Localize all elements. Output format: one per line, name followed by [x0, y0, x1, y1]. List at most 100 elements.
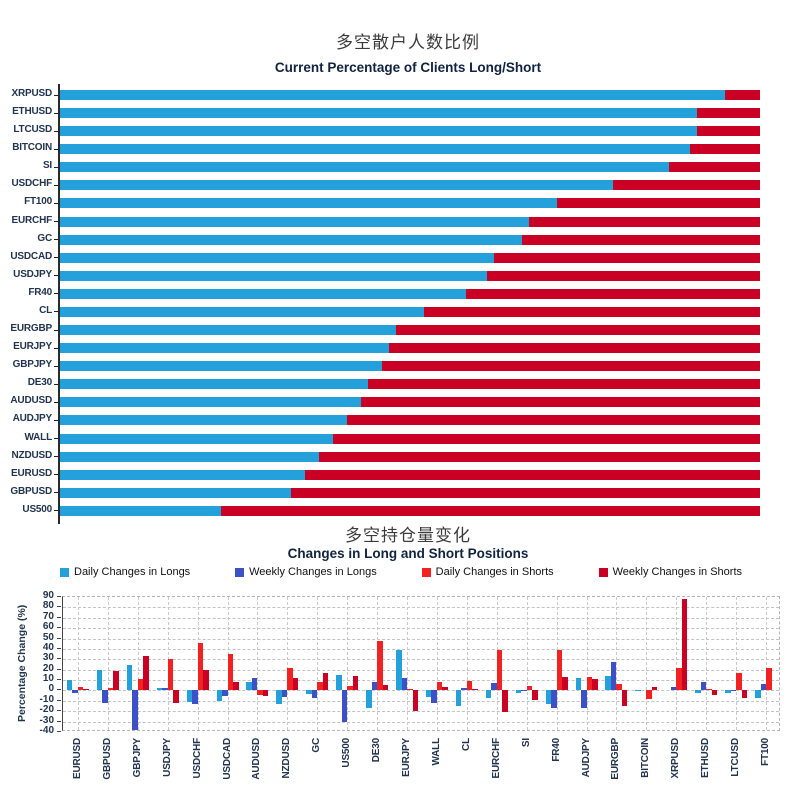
y-tick-label: -20	[39, 704, 54, 716]
value-bar	[581, 690, 587, 709]
long-bar	[60, 325, 396, 336]
long-bar	[60, 126, 697, 137]
x-category-label: EURGBP	[610, 738, 622, 780]
value-bar	[246, 682, 252, 691]
value-bar	[407, 689, 413, 691]
x-category-label: EURUSD	[71, 738, 83, 780]
value-bar	[766, 667, 772, 691]
value-bar	[262, 690, 269, 696]
gridline-v	[407, 597, 409, 730]
short-bar	[697, 108, 760, 119]
value-bar	[455, 690, 462, 707]
long-bar	[60, 198, 557, 209]
gridline-v	[646, 597, 648, 730]
long-bar	[60, 108, 697, 119]
long-bar	[60, 469, 305, 480]
short-bar	[690, 144, 760, 155]
axis-tick	[54, 329, 58, 331]
y-tick-label: -10	[39, 693, 54, 705]
value-bar	[66, 680, 73, 691]
value-bar	[562, 676, 568, 691]
short-bar	[319, 451, 760, 462]
gridline-v	[347, 597, 349, 730]
value-bar	[736, 672, 742, 691]
bottom-chart-title-en: Changes in Long and Short Positions	[287, 546, 529, 561]
category-label: EURUSD	[10, 467, 52, 479]
value-bar	[336, 674, 342, 691]
long-bar	[60, 379, 368, 390]
legend-swatch	[421, 567, 431, 577]
short-bar	[347, 415, 760, 426]
value-bar	[311, 690, 318, 698]
value-bar	[396, 649, 402, 691]
legend-item: Weekly Changes in Shorts	[598, 566, 742, 578]
short-bar	[487, 270, 760, 281]
value-bar	[532, 690, 538, 700]
legend-item: Daily Changes in Longs	[60, 566, 190, 578]
value-bar	[366, 690, 372, 709]
axis-tick	[54, 148, 58, 150]
category-label: USDCHF	[11, 178, 53, 190]
gridline-h	[63, 607, 779, 609]
value-bar	[491, 683, 497, 691]
short-bar	[466, 288, 760, 299]
short-bar	[361, 397, 760, 408]
y-tick-label: 70	[42, 610, 54, 622]
y-tick	[57, 616, 61, 618]
value-bar	[700, 682, 707, 691]
y-tick	[57, 689, 61, 691]
gridline-v	[586, 597, 588, 730]
x-category-label: NZDUSD	[281, 738, 293, 779]
legend: Daily Changes in Longs Weekly Changes in …	[60, 566, 742, 578]
x-category-label: CL	[460, 738, 472, 751]
y-tick-label: 30	[42, 652, 54, 664]
x-category-label: AUDUSD	[251, 738, 263, 780]
value-bar	[521, 690, 527, 692]
value-bar	[760, 684, 767, 691]
long-bar	[60, 90, 725, 100]
axis-tick	[54, 347, 58, 349]
legend-item: Daily Changes in Shorts	[421, 566, 554, 578]
axis-tick	[54, 365, 58, 367]
value-bar	[251, 678, 258, 691]
value-bar	[287, 667, 293, 691]
value-bar	[203, 669, 209, 691]
value-bar	[77, 687, 84, 691]
long-bar	[60, 415, 347, 426]
bottom-chart-title-cn: 多空持仓量变化	[345, 526, 471, 545]
value-bar	[197, 642, 204, 691]
category-label: NZDUSD	[11, 449, 53, 461]
value-bar	[496, 649, 503, 691]
gridline-h	[63, 617, 779, 619]
legend-label: Weekly Changes in Longs	[249, 566, 377, 578]
value-bar	[725, 690, 731, 693]
value-bar	[545, 690, 552, 704]
short-bar	[529, 216, 760, 227]
gridline-v	[466, 597, 468, 730]
value-bar	[556, 649, 563, 691]
x-category-label: GBPUSD	[101, 738, 113, 780]
top-chart-y-axis	[58, 84, 60, 524]
axis-tick	[54, 293, 58, 295]
gridline-h	[63, 648, 779, 650]
long-bar	[60, 361, 382, 372]
axis-tick	[54, 202, 58, 204]
value-bar	[257, 690, 263, 695]
value-bar	[132, 690, 138, 730]
gridline-v	[257, 597, 259, 730]
short-bar	[669, 162, 760, 173]
y-tick	[57, 720, 61, 722]
y-tick-label: -40	[39, 725, 54, 736]
value-bar	[192, 690, 198, 704]
y-tick-label: 60	[42, 621, 54, 633]
long-bar	[60, 433, 333, 444]
short-bar	[557, 198, 760, 209]
short-bar	[697, 126, 760, 137]
bottom-chart-plot	[62, 596, 780, 731]
legend-swatch	[60, 567, 69, 577]
long-bar	[60, 306, 424, 317]
category-label: EURCHF	[11, 214, 53, 226]
long-bar	[60, 505, 221, 516]
x-category-label: EURCHF	[490, 738, 502, 779]
